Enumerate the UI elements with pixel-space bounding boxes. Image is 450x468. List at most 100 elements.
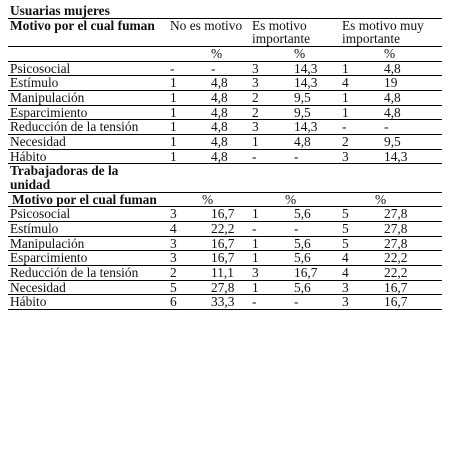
motive-label: Estímulo [8, 221, 168, 237]
count-cell: - [168, 61, 202, 77]
count-cell: 4 [340, 250, 375, 267]
percent-cell: 11,1 [202, 265, 250, 281]
section1-title: Usuarias mujeres [8, 4, 443, 19]
motive-label: Psicosocial [8, 206, 168, 223]
table-row: Psicosocial - -3 14,3 1 4,8 [8, 61, 443, 77]
percent-cell: 22,2 [375, 250, 443, 267]
percent-cell: 14,3 [285, 75, 340, 92]
percent-cell: 16,7 [285, 265, 340, 281]
percent-label: % [285, 191, 340, 208]
percent-cell: 27,8 [375, 221, 443, 237]
count-cell: 3 [168, 250, 202, 267]
section1-percent-row: % % % [8, 46, 443, 62]
count-cell: 5 [340, 236, 375, 252]
count-cell: 1 [168, 119, 202, 136]
percent-cell: 14,3 [285, 61, 340, 77]
table-row: Manipulación 1 4,8 2 9,5 1 4,8 [8, 90, 443, 106]
col-header-no-motivo: No es motivo [168, 18, 250, 48]
count-cell: 1 [250, 250, 285, 267]
motive-label: Esparcimiento [8, 250, 168, 267]
count-cell: 3 [168, 206, 202, 223]
table-row: Reducción de la tensión 1 4,8 3 14,3- - [8, 119, 443, 136]
count-cell: 1 [168, 134, 202, 150]
count-cell: 2 [250, 105, 285, 121]
count-cell: 5 [340, 221, 375, 237]
percent-cell: 4,8 [202, 149, 250, 165]
percent-cell: 27,8 [375, 236, 443, 252]
col-header-importante: Es motivo importante [250, 18, 340, 48]
percent-cell: 33,3 [202, 294, 250, 311]
percent-cell: 5,6 [285, 236, 340, 252]
count-cell: 3 [250, 75, 285, 92]
percent-cell: 4,8 [375, 105, 443, 121]
motive-label: Esparcimiento [8, 105, 168, 121]
section2-title: Trabajadoras de la unidad [8, 163, 443, 193]
motive-label: Hábito [8, 149, 168, 165]
table-row: Hábito 1 4,8- -3 14,3 [8, 149, 443, 165]
percent-label: % [202, 191, 250, 208]
percent-cell: 4,8 [202, 105, 250, 121]
percent-cell: 27,8 [202, 280, 250, 296]
table-row: Psicosocial 3 16,7 1 5,6 5 27,8 [8, 206, 443, 223]
table-row: Necesidad 1 4,8 1 4,8 2 9,5 [8, 134, 443, 150]
percent-cell: 5,6 [285, 206, 340, 223]
percent-cell: 5,6 [285, 280, 340, 296]
count-cell: 5 [340, 206, 375, 223]
percent-cell: - [285, 149, 340, 165]
percent-cell: - [375, 119, 443, 136]
percent-cell: 4,8 [202, 90, 250, 106]
count-cell: 1 [168, 75, 202, 92]
motivo-header: Motivo por el cual fuman [8, 191, 168, 208]
percent-cell: 22,2 [375, 265, 443, 281]
col-header-muy-importante: Es motivo muy importante [340, 18, 443, 48]
table-row: Necesidad 5 27,8 1 5,6 3 16,7 [8, 280, 443, 296]
count-cell: 3 [250, 265, 285, 281]
count-cell: 2 [340, 134, 375, 150]
count-cell: 2 [250, 90, 285, 106]
count-cell: - [340, 119, 375, 136]
percent-cell: 14,3 [285, 119, 340, 136]
count-cell: 3 [340, 149, 375, 165]
count-cell: 1 [250, 206, 285, 223]
count-cell: 6 [168, 294, 202, 311]
count-cell: - [250, 221, 285, 237]
section1-title-row: Usuarias mujeres [8, 4, 443, 19]
percent-cell: 9,5 [285, 105, 340, 121]
table-row: Esparcimiento 1 4,8 2 9,5 1 4,8 [8, 105, 443, 121]
percent-cell: 9,5 [285, 90, 340, 106]
percent-cell: 4,8 [202, 134, 250, 150]
percent-cell: 5,6 [285, 250, 340, 267]
count-cell: 1 [168, 149, 202, 165]
count-cell: 1 [250, 134, 285, 150]
percent-cell: - [285, 294, 340, 311]
table-row: Manipulación 3 16,7 1 5,6 5 27,8 [8, 236, 443, 252]
count-cell: 1 [340, 61, 375, 77]
motive-label: Necesidad [8, 134, 168, 150]
percent-cell: 4,8 [375, 90, 443, 106]
count-cell: 3 [250, 61, 285, 77]
count-cell: 4 [340, 265, 375, 281]
smoking-motives-table: Usuarias mujeres Motivo por el cual fuma… [8, 4, 443, 311]
motive-label: Manipulación [8, 90, 168, 106]
percent-cell: - [202, 61, 250, 77]
percent-cell: 27,8 [375, 206, 443, 223]
count-cell: 1 [340, 90, 375, 106]
motive-label: Manipulación [8, 236, 168, 252]
percent-cell: 4,8 [202, 119, 250, 136]
percent-cell: 4,8 [375, 61, 443, 77]
count-cell: - [250, 294, 285, 311]
percent-cell: 16,7 [202, 250, 250, 267]
count-cell: 2 [168, 265, 202, 281]
table-row: Esparcimiento 3 16,7 1 5,6 4 22,2 [8, 250, 443, 267]
table-row: Hábito 6 33,3- -3 16,7 [8, 294, 443, 311]
percent-cell: - [285, 221, 340, 237]
count-cell: 3 [340, 294, 375, 311]
motive-label: Necesidad [8, 280, 168, 296]
percent-cell: 16,7 [202, 206, 250, 223]
motive-label: Psicosocial [8, 61, 168, 77]
percent-cell: 4,8 [285, 134, 340, 150]
percent-cell: 4,8 [202, 75, 250, 92]
count-cell: 1 [340, 105, 375, 121]
percent-label: % [375, 46, 443, 62]
count-cell: 4 [340, 75, 375, 92]
